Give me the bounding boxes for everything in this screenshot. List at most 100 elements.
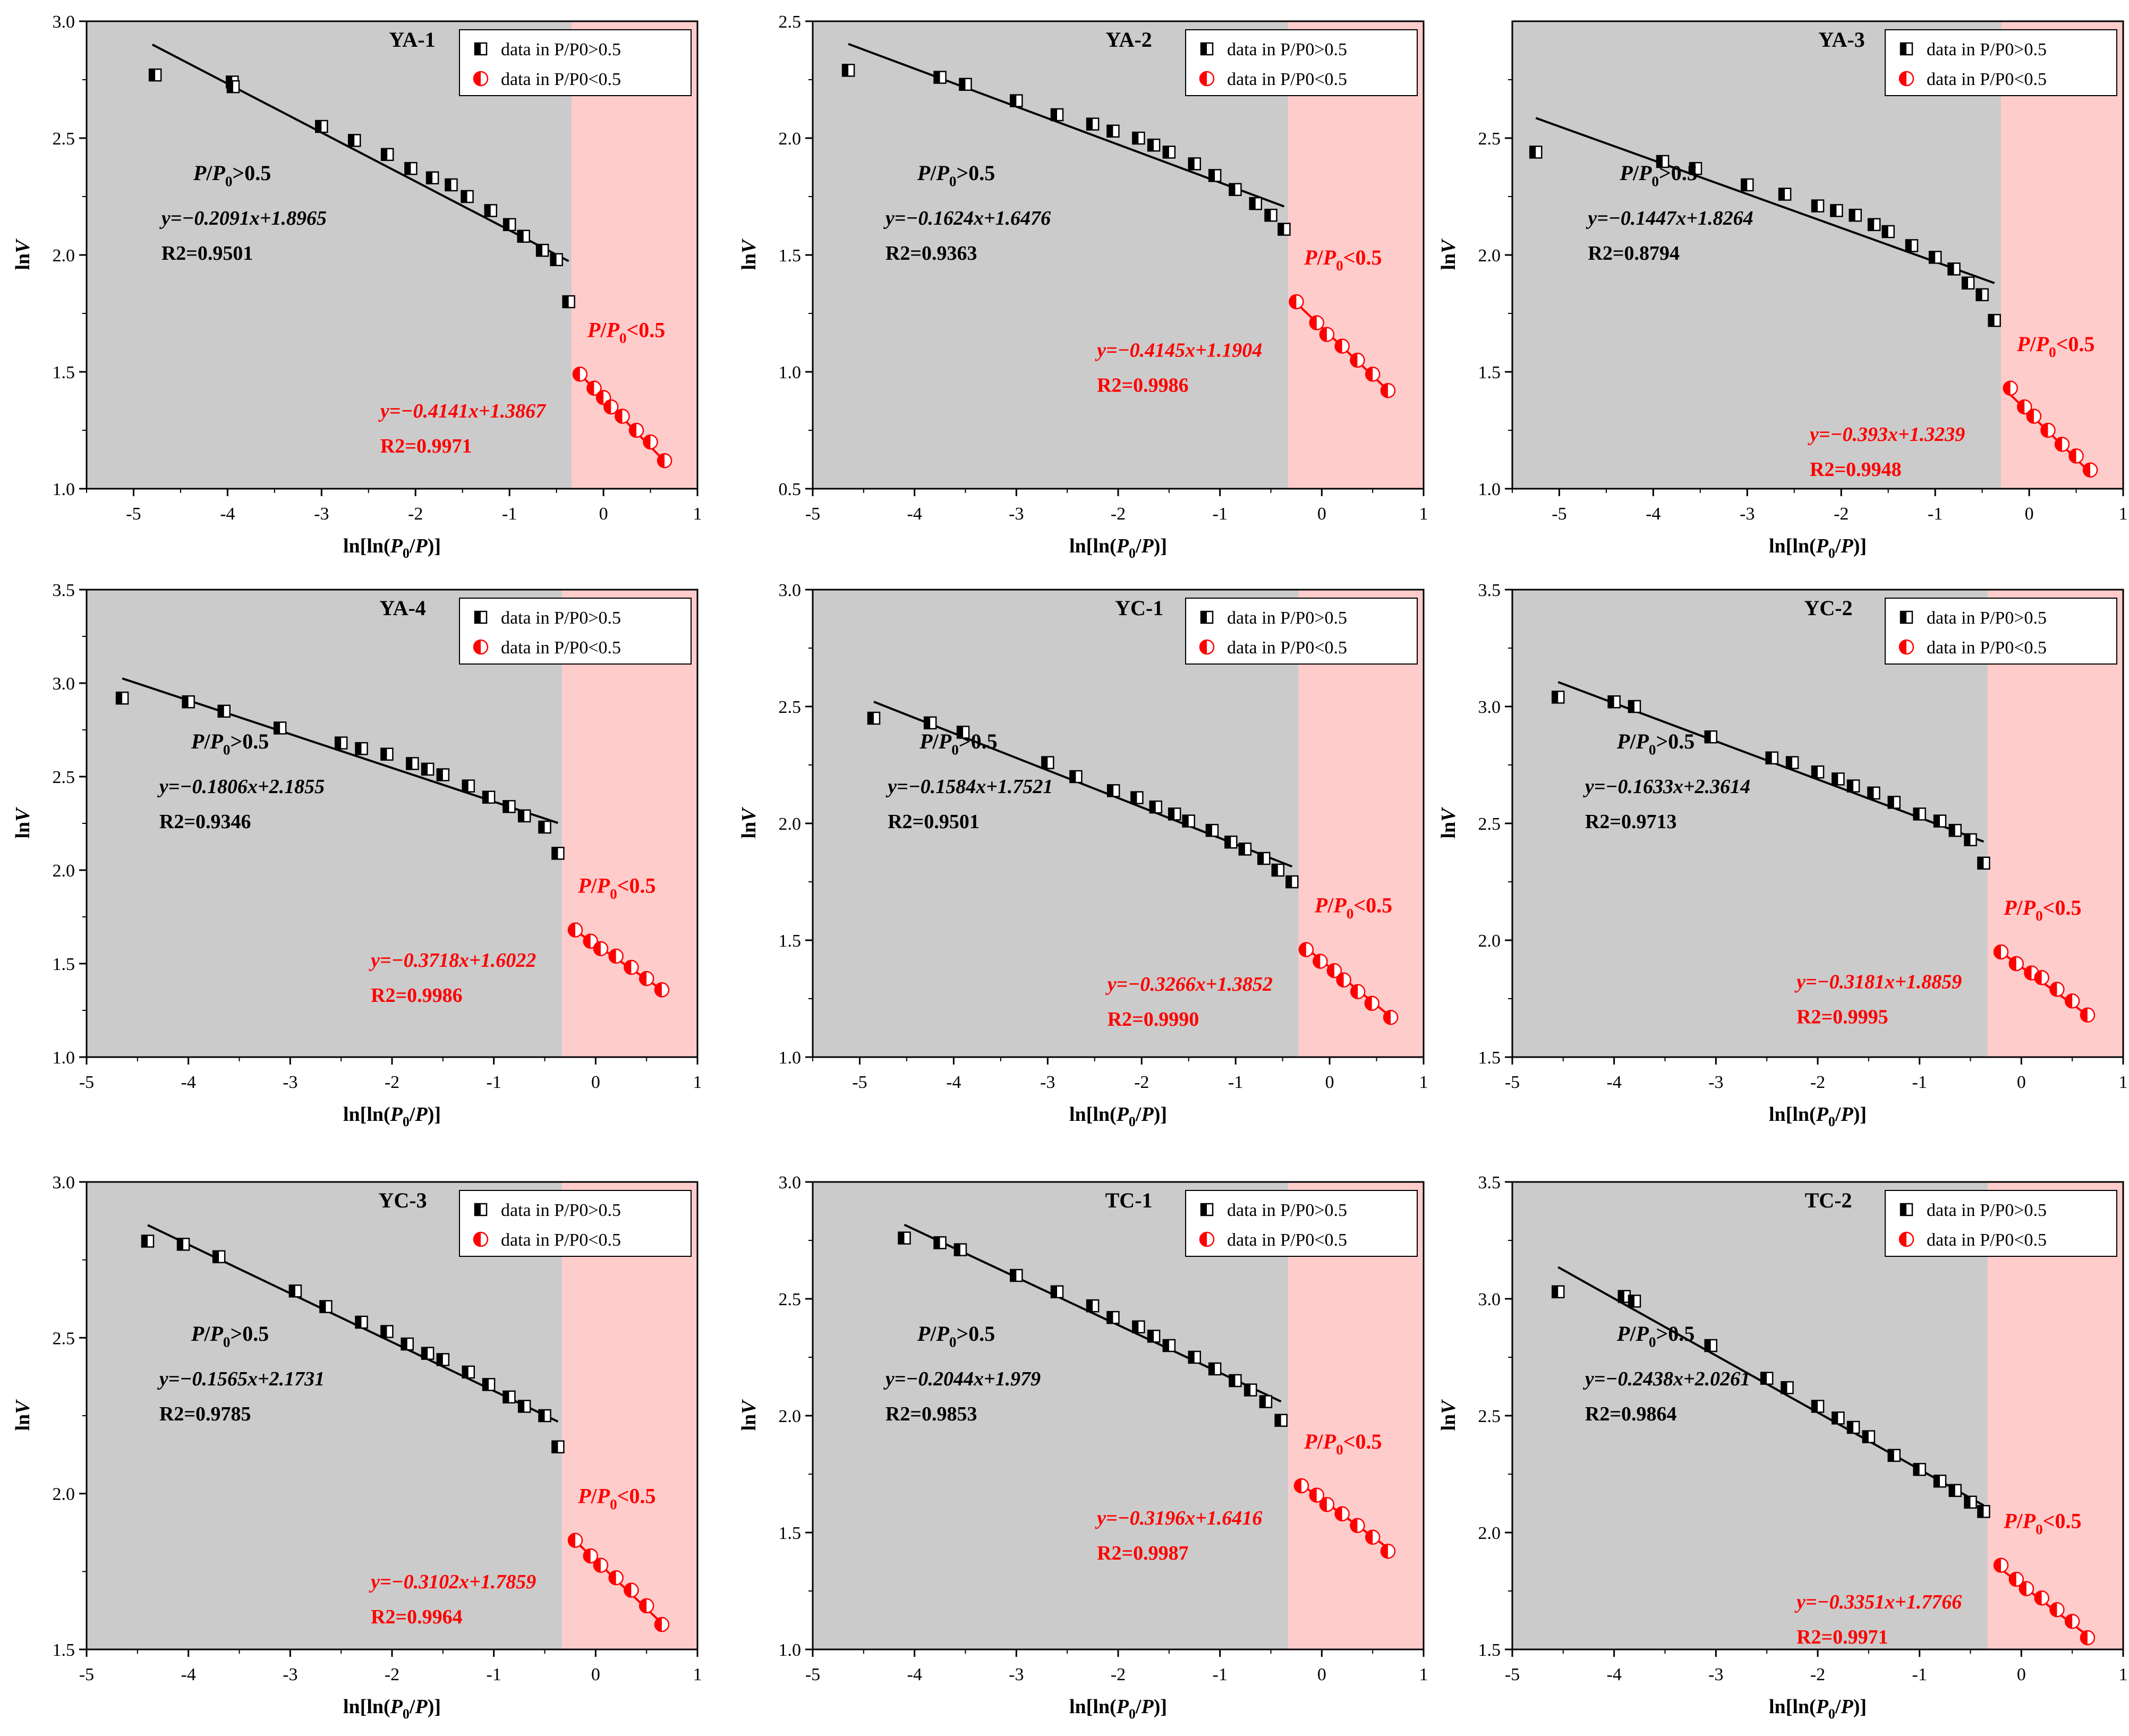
marker-square-half <box>1978 857 1984 869</box>
data-point-high <box>1760 1372 1774 1385</box>
data-point-high <box>1257 852 1271 865</box>
x-tick-label: 0 <box>1317 1665 1326 1684</box>
region-label-high-sub: 0 <box>1649 1334 1656 1350</box>
legend-marker-high <box>1200 42 1214 56</box>
legend-label-low: data in P/P0<0.5 <box>501 70 621 89</box>
x-axis-title-part: ln[ln( <box>1069 1103 1117 1126</box>
data-point-low <box>1319 1496 1335 1512</box>
marker-square-half <box>1201 43 1207 55</box>
legend-marker-high <box>474 610 488 624</box>
x-tick-label: -4 <box>181 1073 196 1092</box>
marker-square-half <box>1830 205 1837 217</box>
x-axis-title-part: 0 <box>1129 546 1136 561</box>
marker-circle-half <box>2069 449 2076 463</box>
data-point-high <box>1278 223 1291 236</box>
data-point-low <box>1309 1487 1324 1503</box>
panel-ya-4: -5 -4 -3 -2 -1 0 11.01.52.02.53.03.5ln[ln(P0/P… <box>12 581 702 1129</box>
marker-square-half <box>1949 1484 1955 1496</box>
y-axis-title-v: V <box>12 807 34 822</box>
panel-ya-2: -5 -4 -3 -2 -1 0 10.51.01.52.02.5ln[ln(P0/P)]l… <box>738 12 1428 561</box>
marker-circle-half <box>1200 72 1207 86</box>
x-axis-title: ln[ln(P0/P)] <box>1769 1103 1867 1129</box>
marker-square-half <box>1225 836 1231 848</box>
marker-circle-half <box>624 960 632 975</box>
region-low <box>562 590 697 1057</box>
marker-circle-half <box>615 409 623 423</box>
x-axis-title: ln[ln(P0/P)] <box>1769 1696 1867 1722</box>
x-axis-title-part: ln[ln( <box>1769 535 1816 557</box>
marker-square-half <box>1964 833 1971 846</box>
marker-square-half <box>1705 1340 1711 1351</box>
marker-square-half <box>1934 815 1940 827</box>
marker-square-half <box>475 1204 481 1215</box>
marker-square-half <box>1087 118 1093 130</box>
y-tick-label: 1.5 <box>779 931 802 951</box>
x-tick-label: -2 <box>1111 504 1126 524</box>
marker-square-half <box>1149 801 1156 813</box>
x-tick-label: -5 <box>79 1073 94 1092</box>
data-point-high <box>355 1315 368 1329</box>
region-label-low: P/P0<0.5 <box>1304 245 1382 274</box>
x-tick-label: -1 <box>1228 1073 1243 1092</box>
legend-label-low: data in P/P0<0.5 <box>501 638 621 658</box>
marker-square-half <box>1108 785 1114 797</box>
marker-square-half <box>1107 1312 1113 1324</box>
region-label-low-slash: / <box>600 318 607 342</box>
data-point-high <box>1188 157 1201 171</box>
marker-square-half <box>1087 1300 1093 1312</box>
region-label-low-rest: <0.5 <box>1353 893 1392 917</box>
x-axis-title-part: / <box>1835 1103 1841 1126</box>
marker-square-half <box>1976 288 1982 301</box>
y-axis-title-ln: ln <box>1437 822 1460 839</box>
data-point-high <box>1628 700 1641 713</box>
marker-square-half <box>437 1354 443 1366</box>
marker-square-half <box>1988 314 1995 327</box>
marker-square-half <box>1552 691 1559 703</box>
data-point-high <box>1271 863 1285 877</box>
region-low <box>1288 21 1424 489</box>
region-label-high-slash: / <box>1632 161 1639 185</box>
marker-circle-half <box>2026 409 2034 423</box>
data-point-low <box>2068 448 2084 464</box>
x-tick-label: -4 <box>946 1073 961 1092</box>
marker-square-half <box>1148 139 1154 151</box>
equation-high: y=−0.2091x+1.8965 <box>159 207 327 229</box>
marker-square-half <box>1949 824 1955 837</box>
data-point-high <box>1704 730 1717 744</box>
marker-square-half <box>405 163 411 175</box>
marker-square-half <box>475 43 481 55</box>
marker-circle-half <box>2050 1603 2057 1617</box>
x-axis-title-part: 0 <box>1828 1114 1835 1129</box>
data-point-low <box>1336 972 1351 988</box>
x-axis-title: ln[ln(P0/P)] <box>1069 1103 1167 1129</box>
data-point-high <box>380 747 394 761</box>
region-label-high-rest: >0.5 <box>231 1322 269 1346</box>
region-label-high-p: P <box>917 161 931 185</box>
x-axis-title-part: P <box>1816 535 1829 557</box>
y-tick-label: 3.5 <box>1478 1173 1501 1193</box>
data-point-high <box>1948 1484 1962 1497</box>
x-tick-label: -5 <box>1552 504 1566 524</box>
region-label-high-slash: / <box>206 161 212 185</box>
data-point-low <box>654 982 670 998</box>
data-point-high <box>1149 800 1163 814</box>
data-point-high <box>425 171 439 185</box>
region-label-low-p: P <box>2003 896 2017 920</box>
r2-high: R2=0.9785 <box>159 1403 251 1425</box>
data-point-low <box>2008 956 2024 972</box>
region-label-high: P/P0>0.5 <box>917 161 995 189</box>
x-tick-label: 0 <box>591 1665 600 1684</box>
region-label-low: P/P0<0.5 <box>577 1484 655 1512</box>
data-point-high <box>959 78 972 91</box>
marker-square-half <box>320 1300 326 1313</box>
r2-low: R2=0.9971 <box>380 435 472 457</box>
region-label-low-rest: <0.5 <box>617 1484 656 1508</box>
panel-title: YC-2 <box>1804 596 1853 620</box>
equation-low: y=−0.3718x+1.6022 <box>369 949 536 972</box>
marker-circle-half <box>2009 957 2016 971</box>
region-label-low-sub: 0 <box>2036 1521 2043 1537</box>
data-point-high <box>226 80 240 93</box>
data-point-high <box>148 68 162 82</box>
data-point-high <box>1741 178 1754 192</box>
marker-circle-half <box>1309 1488 1317 1502</box>
